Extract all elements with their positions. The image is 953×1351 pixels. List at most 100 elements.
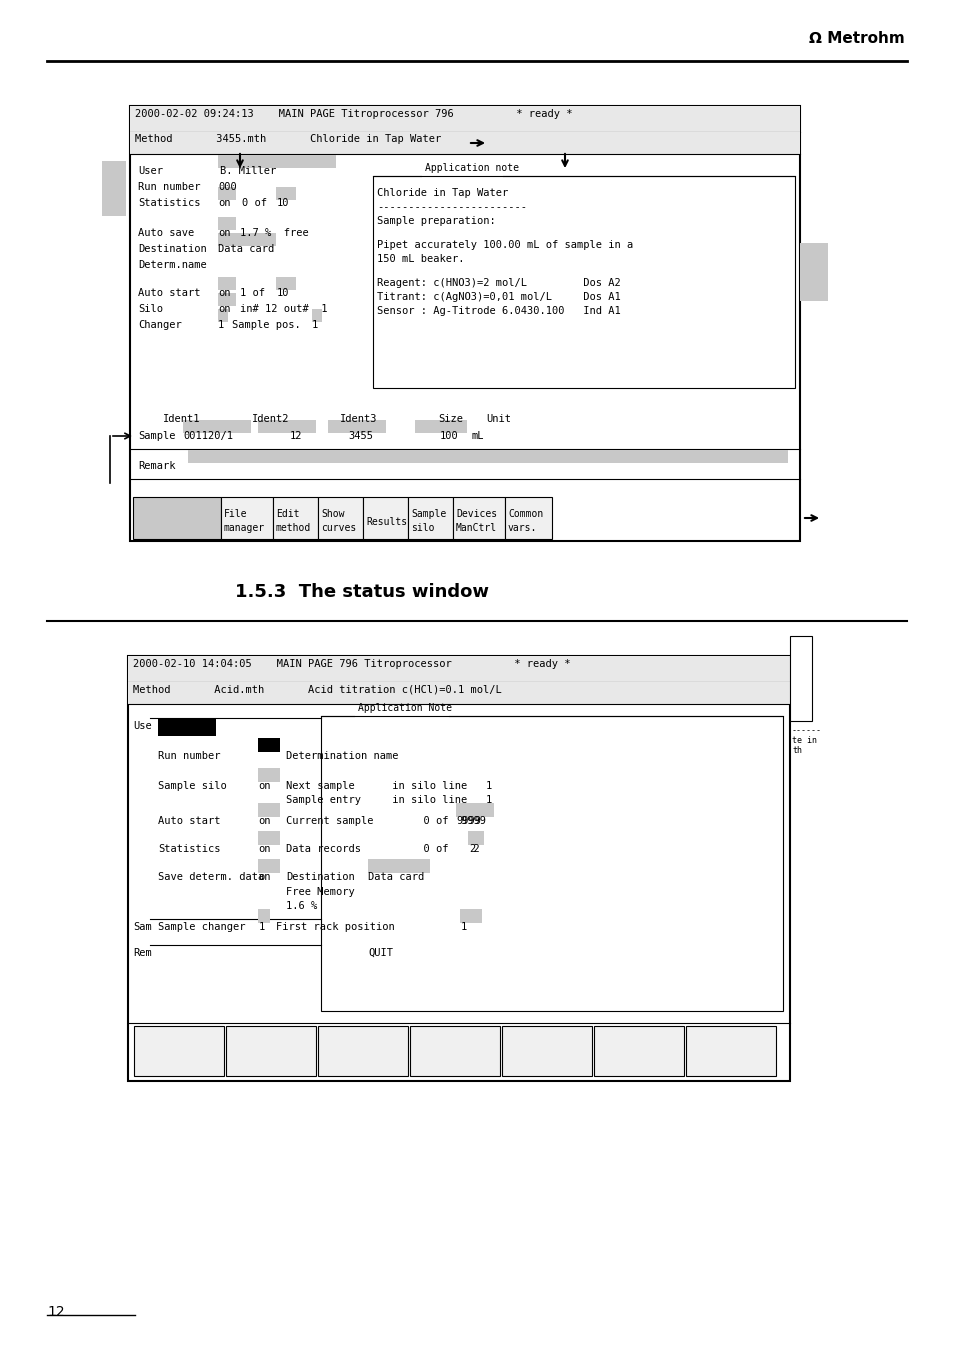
Text: Auto start: Auto start bbox=[138, 288, 200, 299]
Bar bbox=[789, 636, 811, 721]
Text: Determ.name: Determ.name bbox=[138, 259, 207, 270]
Text: 0 of: 0 of bbox=[242, 199, 267, 208]
Bar bbox=[373, 176, 794, 388]
Bar bbox=[468, 831, 483, 844]
Text: on: on bbox=[218, 288, 231, 299]
Text: in# 12 out#  1: in# 12 out# 1 bbox=[240, 304, 327, 313]
Bar bbox=[275, 186, 295, 200]
Text: User: User bbox=[138, 166, 163, 176]
Text: mL: mL bbox=[472, 431, 484, 440]
Bar bbox=[317, 1025, 408, 1075]
Text: 2000-02-10 14:04:05    MAIN PAGE 796 Titroprocessor          * ready *: 2000-02-10 14:04:05 MAIN PAGE 796 Titrop… bbox=[132, 659, 570, 669]
Text: File: File bbox=[224, 509, 247, 519]
Bar bbox=[257, 859, 280, 873]
Bar bbox=[257, 767, 280, 782]
Text: Method       Acid.mth       Acid titration c(HCl)=0.1 mol/L: Method Acid.mth Acid titration c(HCl)=0.… bbox=[132, 684, 501, 694]
Bar bbox=[218, 293, 235, 305]
Text: Changer: Changer bbox=[138, 320, 182, 330]
Bar bbox=[188, 450, 787, 463]
Text: Application Note: Application Note bbox=[357, 703, 452, 713]
Text: Auto start: Auto start bbox=[158, 816, 220, 825]
Bar bbox=[218, 218, 235, 230]
Text: 1: 1 bbox=[460, 921, 467, 932]
Bar bbox=[218, 155, 335, 168]
Text: Auto save: Auto save bbox=[138, 228, 194, 238]
Bar bbox=[218, 309, 228, 322]
Text: on: on bbox=[257, 844, 271, 854]
Text: Method       3455.mth       Chloride in Tap Water: Method 3455.mth Chloride in Tap Water bbox=[135, 134, 441, 145]
Text: 1 of: 1 of bbox=[240, 288, 265, 299]
Bar bbox=[257, 738, 280, 753]
Text: Ident2: Ident2 bbox=[252, 413, 289, 424]
Text: ManCtrl: ManCtrl bbox=[456, 523, 497, 534]
Text: 9999: 9999 bbox=[456, 816, 480, 825]
Text: te in: te in bbox=[791, 736, 816, 744]
Text: 1.7 %  free: 1.7 % free bbox=[240, 228, 309, 238]
Text: curves: curves bbox=[320, 523, 355, 534]
Text: 12: 12 bbox=[290, 431, 302, 440]
Text: on: on bbox=[257, 871, 271, 882]
Text: Unit: Unit bbox=[485, 413, 511, 424]
Bar bbox=[504, 497, 552, 539]
Bar bbox=[226, 1025, 315, 1075]
Text: 10: 10 bbox=[276, 288, 289, 299]
Text: 1: 1 bbox=[312, 320, 318, 330]
Text: Silo: Silo bbox=[138, 304, 163, 313]
Bar bbox=[328, 420, 386, 434]
Bar bbox=[257, 831, 280, 844]
Text: Statistics: Statistics bbox=[158, 844, 220, 854]
Bar bbox=[130, 105, 800, 132]
Bar bbox=[317, 497, 363, 539]
Text: B. Miller: B. Miller bbox=[220, 166, 276, 176]
Bar bbox=[800, 243, 827, 301]
Text: Rem: Rem bbox=[132, 948, 152, 958]
Text: Devices: Devices bbox=[456, 509, 497, 519]
Text: Current sample        0 of  9999: Current sample 0 of 9999 bbox=[286, 816, 485, 825]
Bar bbox=[439, 105, 559, 132]
Bar bbox=[363, 497, 408, 539]
Bar bbox=[128, 657, 789, 682]
Bar bbox=[320, 716, 782, 1011]
Text: Sample: Sample bbox=[411, 509, 446, 519]
Text: vars.: vars. bbox=[507, 523, 537, 534]
Bar bbox=[415, 420, 467, 434]
Text: Sample entry     in silo line   1: Sample entry in silo line 1 bbox=[286, 794, 492, 805]
Text: 150 mL beaker.: 150 mL beaker. bbox=[376, 254, 464, 263]
Text: Sample pos.: Sample pos. bbox=[232, 320, 300, 330]
Text: Titrant: c(AgNO3)=0,01 mol/L     Dos A1: Titrant: c(AgNO3)=0,01 mol/L Dos A1 bbox=[376, 292, 620, 303]
Text: on: on bbox=[218, 304, 231, 313]
Text: on: on bbox=[218, 199, 231, 208]
Text: manager: manager bbox=[224, 523, 265, 534]
Bar bbox=[221, 497, 273, 539]
Bar bbox=[410, 1025, 499, 1075]
Text: 2: 2 bbox=[469, 844, 475, 854]
Text: First rack position: First rack position bbox=[275, 921, 395, 932]
Text: Remark: Remark bbox=[138, 461, 175, 471]
Text: Destination: Destination bbox=[286, 871, 355, 882]
Text: Show: Show bbox=[320, 509, 344, 519]
Text: 1.5.3  The status window: 1.5.3 The status window bbox=[234, 584, 489, 601]
Text: Data card: Data card bbox=[218, 245, 274, 254]
Text: Ident3: Ident3 bbox=[339, 413, 377, 424]
Text: 10: 10 bbox=[276, 199, 289, 208]
Text: Data records          0 of    2: Data records 0 of 2 bbox=[286, 844, 479, 854]
Text: Use: Use bbox=[132, 721, 152, 731]
Text: Ω Metrohm: Ω Metrohm bbox=[808, 31, 904, 46]
Bar bbox=[459, 909, 481, 923]
Text: Determination name: Determination name bbox=[286, 751, 398, 761]
Text: 1.6 %: 1.6 % bbox=[286, 901, 317, 911]
Text: on: on bbox=[257, 781, 271, 790]
Bar bbox=[214, 105, 335, 132]
Text: Next sample      in silo line   1: Next sample in silo line 1 bbox=[286, 781, 492, 790]
Bar bbox=[257, 802, 280, 817]
Text: 1: 1 bbox=[258, 921, 265, 932]
Bar bbox=[102, 161, 126, 216]
Text: Results: Results bbox=[366, 517, 407, 527]
Bar bbox=[218, 186, 235, 200]
Bar bbox=[368, 859, 430, 873]
Text: Sample preparation:: Sample preparation: bbox=[376, 216, 496, 226]
Bar bbox=[456, 802, 494, 817]
Text: Sample changer: Sample changer bbox=[158, 921, 245, 932]
Text: Sample silo: Sample silo bbox=[158, 781, 227, 790]
Text: silo: silo bbox=[411, 523, 434, 534]
